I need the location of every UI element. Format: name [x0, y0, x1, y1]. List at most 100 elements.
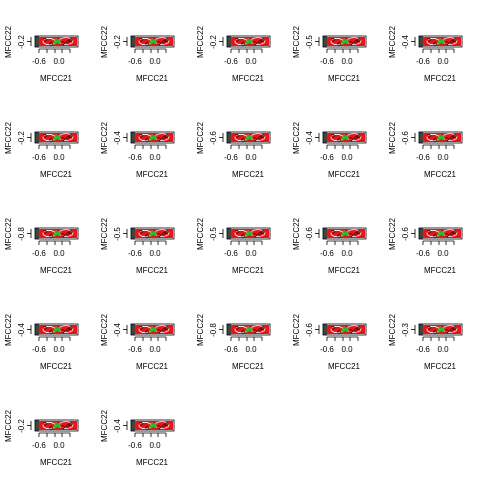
- highlight-point: [345, 231, 349, 235]
- highlight-point: [345, 39, 349, 43]
- x-axis-label: MFCC21: [328, 170, 361, 179]
- x-tick-label: -0.6: [320, 249, 334, 258]
- y-axis-label: MFCC22: [4, 409, 13, 442]
- outlined-point: [235, 38, 239, 42]
- outlined-point: [49, 234, 53, 238]
- outlined-point: [261, 230, 265, 234]
- outlined-point: [427, 326, 431, 330]
- point-cluster-left: [419, 132, 423, 143]
- highlight-point: [53, 233, 57, 237]
- y-tick-label: -0.4: [17, 323, 26, 337]
- outlined-point: [258, 136, 262, 140]
- point-cluster-left: [35, 420, 39, 431]
- x-axis-label: MFCC21: [136, 362, 169, 371]
- plot-frame: [418, 35, 463, 48]
- outlined-point: [453, 326, 457, 330]
- y-axis-label: MFCC22: [196, 313, 205, 346]
- x-tick-label: 0.0: [53, 249, 65, 258]
- y-tick-label: -0.8: [209, 323, 218, 337]
- x-axis-label: MFCC21: [424, 362, 457, 371]
- outlined-point: [258, 328, 262, 332]
- x-tick-label: 0.0: [53, 153, 65, 162]
- outlined-point: [331, 38, 335, 42]
- x-tick-label: -0.6: [128, 153, 142, 162]
- highlight-point: [341, 41, 345, 45]
- x-axis-label: MFCC21: [328, 74, 361, 83]
- highlight-point: [249, 39, 253, 43]
- outlined-point: [162, 40, 166, 44]
- plot-frame: [226, 35, 271, 48]
- y-tick-label: -0.6: [305, 323, 314, 337]
- outlined-point: [253, 233, 257, 237]
- panel-19: -0.6 0.0 MFCC21 -0.6 MFCC22: [292, 313, 367, 371]
- outlined-point: [450, 40, 454, 44]
- y-axis-label: MFCC22: [4, 121, 13, 154]
- panel-22: -0.6 0.0 MFCC21 -0.4 MFCC22: [100, 409, 175, 467]
- panel-3: -0.6 0.0 MFCC21 -0.2 MFCC22: [196, 25, 271, 83]
- x-tick-label: -0.6: [128, 57, 142, 66]
- outlined-point: [445, 329, 449, 333]
- x-tick-label: -0.6: [416, 249, 430, 258]
- panel-9: -0.6 0.0 MFCC21 -0.4 MFCC22: [292, 121, 367, 179]
- outlined-point: [49, 42, 53, 46]
- point-cluster-left: [35, 324, 39, 335]
- y-axis-label: MFCC22: [4, 217, 13, 250]
- plot-frame: [130, 35, 175, 48]
- outlined-point: [357, 326, 361, 330]
- point-cluster-left: [323, 324, 327, 335]
- x-tick-label: 0.0: [341, 249, 353, 258]
- outlined-point: [165, 38, 169, 42]
- y-tick-label: -0.2: [17, 35, 26, 49]
- outlined-point: [43, 326, 47, 330]
- outlined-point: [43, 230, 47, 234]
- y-axis-label: MFCC22: [100, 217, 109, 250]
- y-axis-label: MFCC22: [292, 313, 301, 346]
- x-tick-label: 0.0: [341, 57, 353, 66]
- x-tick-label: -0.6: [32, 249, 46, 258]
- outlined-point: [433, 234, 437, 238]
- outlined-point: [354, 40, 358, 44]
- outlined-point: [445, 137, 449, 141]
- plot-frame: [34, 227, 79, 240]
- plot-frame: [226, 227, 271, 240]
- outlined-point: [253, 137, 257, 141]
- outlined-point: [357, 230, 361, 234]
- y-tick-label: -0.5: [209, 227, 218, 241]
- outlined-point: [49, 330, 53, 334]
- outlined-point: [235, 230, 239, 234]
- outlined-point: [433, 330, 437, 334]
- y-tick-label: -0.4: [113, 323, 122, 337]
- highlight-point: [53, 425, 57, 429]
- outlined-point: [427, 38, 431, 42]
- point-cluster-left: [323, 36, 327, 47]
- outlined-point: [354, 136, 358, 140]
- outlined-point: [258, 232, 262, 236]
- outlined-point: [61, 329, 65, 333]
- outlined-point: [61, 137, 65, 141]
- x-axis-label: MFCC21: [136, 266, 169, 275]
- outlined-point: [139, 230, 143, 234]
- outlined-point: [66, 424, 70, 428]
- y-tick-label: -0.6: [209, 131, 218, 145]
- panel-14: -0.6 0.0 MFCC21 -0.6 MFCC22: [292, 217, 367, 275]
- outlined-point: [69, 134, 73, 138]
- outlined-point: [157, 41, 161, 45]
- point-cluster-left: [419, 228, 423, 239]
- y-tick-label: -0.4: [113, 131, 122, 145]
- highlight-point: [149, 425, 153, 429]
- outlined-point: [450, 232, 454, 236]
- point-cluster-left: [419, 324, 423, 335]
- x-axis-label: MFCC21: [136, 170, 169, 179]
- x-axis-label: MFCC21: [40, 458, 73, 467]
- x-tick-label: 0.0: [341, 153, 353, 162]
- outlined-point: [445, 233, 449, 237]
- x-tick-label: 0.0: [149, 249, 161, 258]
- plot-frame: [322, 227, 367, 240]
- x-tick-label: -0.6: [128, 441, 142, 450]
- highlight-point: [57, 135, 61, 139]
- highlight-point: [341, 233, 345, 237]
- highlight-point: [441, 39, 445, 43]
- plot-frame: [418, 131, 463, 144]
